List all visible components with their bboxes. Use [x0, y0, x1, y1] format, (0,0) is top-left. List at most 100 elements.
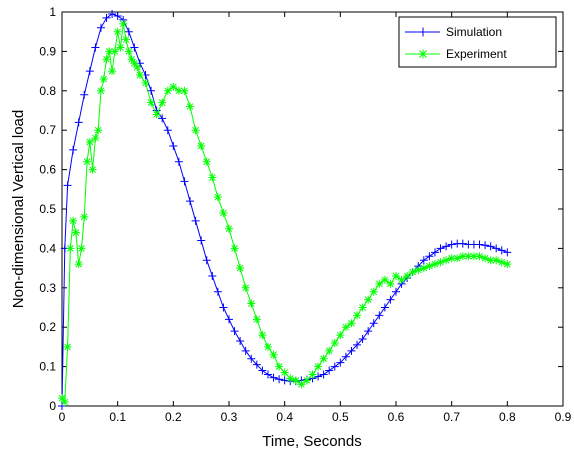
data-point-simulation	[280, 376, 289, 385]
y-tick-label: 1	[49, 5, 56, 19]
data-point-simulation	[486, 242, 495, 251]
legend-label-experiment: Experiment	[446, 47, 507, 61]
data-point-experiment	[91, 134, 100, 143]
data-point-experiment	[135, 71, 144, 80]
data-point-experiment	[442, 256, 451, 265]
y-tick-label: 0.7	[39, 123, 56, 137]
data-point-simulation	[225, 315, 233, 324]
data-point-experiment	[202, 157, 211, 166]
data-point-experiment	[69, 216, 78, 225]
data-point-experiment	[191, 126, 200, 135]
data-point-simulation	[319, 370, 328, 379]
data-point-experiment	[110, 47, 119, 56]
data-point-simulation	[219, 303, 228, 312]
data-point-simulation	[102, 13, 111, 22]
data-point-experiment	[147, 98, 156, 107]
data-point-simulation	[275, 375, 284, 384]
data-point-experiment	[336, 331, 345, 340]
data-point-simulation	[230, 327, 239, 336]
data-point-simulation	[74, 118, 83, 127]
data-point-experiment	[497, 258, 506, 267]
data-point-simulation	[236, 336, 245, 345]
y-axis: 0 0.1 0.2 0.3 0.4 0.5 0.6 0.7 0.8 0.9 1	[39, 5, 563, 413]
data-point-experiment	[180, 86, 189, 95]
data-point-experiment	[219, 208, 228, 217]
data-point-experiment	[481, 254, 490, 263]
series-layer	[58, 9, 512, 410]
data-point-simulation	[158, 114, 167, 123]
data-point-simulation	[369, 319, 378, 328]
x-tick-label: 0.6	[388, 410, 405, 424]
data-point-simulation	[124, 27, 133, 36]
data-point-experiment	[269, 350, 278, 359]
y-tick-label: 0.1	[39, 360, 56, 374]
data-point-experiment	[127, 55, 136, 64]
data-point-simulation	[63, 181, 72, 190]
data-point-simulation	[69, 145, 78, 154]
data-point-simulation	[96, 23, 105, 32]
x-tick-label: 0.9	[555, 410, 572, 424]
data-point-simulation	[269, 373, 278, 382]
data-point-experiment	[314, 362, 323, 371]
data-point-experiment	[358, 303, 367, 312]
data-point-experiment	[275, 362, 284, 371]
data-point-experiment	[102, 55, 111, 64]
data-point-experiment	[464, 252, 473, 261]
data-point-simulation	[147, 86, 156, 95]
data-point-simulation	[392, 287, 400, 296]
data-point-simulation	[263, 370, 272, 379]
data-point-experiment	[152, 110, 161, 119]
data-point-experiment	[436, 258, 445, 267]
data-point-experiment	[141, 78, 150, 87]
data-point-simulation	[341, 352, 350, 361]
data-point-simulation	[442, 242, 451, 251]
data-point-simulation	[380, 303, 389, 312]
x-tick-label: 0.5	[332, 410, 349, 424]
data-point-simulation	[80, 90, 89, 99]
data-point-simulation	[330, 362, 339, 371]
data-point-experiment	[208, 173, 217, 182]
legend-box	[398, 16, 557, 68]
x-tick-label: 0.4	[276, 410, 293, 424]
data-point-experiment	[486, 256, 495, 265]
data-point-experiment	[197, 141, 206, 150]
data-point-simulation	[163, 126, 172, 135]
data-point-simulation	[113, 11, 122, 20]
data-point-experiment	[241, 283, 250, 292]
data-point-simulation	[375, 311, 384, 320]
data-point-experiment	[392, 271, 400, 280]
data-point-experiment	[169, 82, 178, 91]
data-point-simulation	[358, 335, 367, 344]
data-point-experiment	[130, 59, 139, 68]
data-point-experiment	[230, 244, 239, 253]
data-point-experiment	[133, 63, 142, 72]
data-point-experiment	[430, 260, 439, 269]
data-point-experiment	[403, 271, 412, 280]
data-point-experiment	[263, 342, 272, 351]
x-tick-label: 0.3	[221, 410, 238, 424]
data-point-simulation	[336, 358, 345, 367]
data-point-experiment	[258, 331, 267, 340]
data-point-simulation	[436, 244, 445, 253]
series-experiment	[58, 19, 512, 407]
legend-marker-simulation	[418, 27, 428, 37]
data-point-experiment	[319, 354, 328, 363]
legend-label-simulation: Simulation	[446, 25, 502, 39]
data-point-experiment	[325, 346, 334, 355]
x-tick-label: 0.2	[165, 410, 182, 424]
data-point-experiment	[108, 67, 117, 76]
data-point-simulation	[169, 141, 178, 150]
data-point-experiment	[158, 98, 167, 107]
data-point-experiment	[492, 256, 501, 265]
data-point-experiment	[225, 224, 233, 233]
data-point-simulation	[314, 372, 323, 381]
data-point-experiment	[83, 157, 92, 166]
data-point-experiment	[88, 165, 97, 174]
data-point-experiment	[364, 295, 373, 304]
data-point-simulation	[91, 43, 100, 52]
data-point-simulation	[347, 346, 356, 355]
x-tick-label: 0.1	[109, 410, 126, 424]
data-point-experiment	[252, 315, 261, 324]
data-point-simulation	[364, 327, 373, 336]
